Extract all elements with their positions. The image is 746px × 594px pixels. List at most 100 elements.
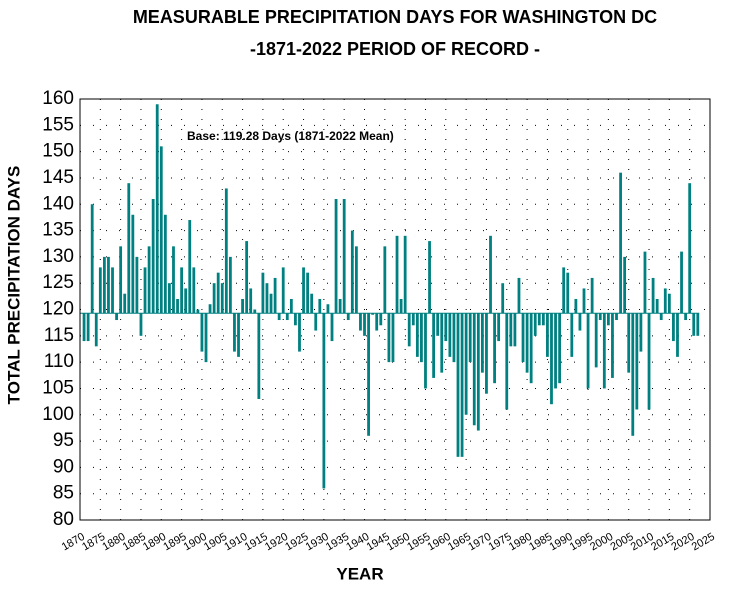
- y-tick-label: 115: [44, 325, 74, 346]
- bar: [216, 272, 220, 314]
- bar: [172, 246, 175, 314]
- bar: [273, 277, 277, 314]
- bar: [651, 277, 655, 314]
- bar: [399, 298, 403, 314]
- bar: [582, 288, 586, 314]
- x-axis-label: YEAR: [336, 564, 383, 583]
- bar: [94, 313, 98, 347]
- bar: [684, 313, 688, 321]
- y-axis-label: TOTAL PRECIPITATION DAYS: [4, 166, 23, 405]
- bar: [619, 172, 622, 314]
- y-tick-label: 100: [42, 404, 74, 425]
- bar: [505, 313, 509, 410]
- bar: [346, 313, 350, 321]
- bar: [98, 267, 102, 314]
- bar: [143, 267, 147, 314]
- bar: [602, 313, 606, 389]
- bar: [269, 293, 273, 314]
- bar: [265, 283, 269, 314]
- bar: [379, 313, 383, 326]
- bar: [298, 313, 301, 352]
- bar: [306, 272, 310, 314]
- y-tick-label: 80: [53, 509, 74, 530]
- bar: [497, 313, 501, 342]
- y-tick-label: 140: [42, 193, 74, 214]
- bar: [606, 313, 610, 326]
- bar: [188, 220, 192, 314]
- bar: [334, 198, 338, 314]
- bar: [428, 241, 431, 314]
- bar: [513, 313, 517, 347]
- bar: [489, 235, 492, 314]
- bar: [436, 313, 440, 336]
- bar: [529, 313, 533, 384]
- bar: [371, 313, 375, 315]
- bar: [314, 313, 318, 331]
- bar: [541, 313, 545, 326]
- bar: [383, 246, 387, 314]
- plot-frame: [79, 98, 711, 521]
- bar: [639, 313, 643, 352]
- bar: [672, 313, 675, 342]
- bar: [635, 313, 639, 410]
- y-tick-label: 120: [42, 299, 74, 320]
- bar: [420, 313, 423, 363]
- bar: [281, 267, 285, 314]
- bar: [294, 313, 297, 326]
- bar: [102, 256, 106, 314]
- bar: [692, 313, 696, 336]
- bar: [395, 235, 399, 314]
- bar: [350, 230, 354, 314]
- bar: [285, 313, 289, 321]
- bar: [192, 267, 196, 314]
- bar: [586, 313, 590, 389]
- annotation: Base: 119.28 Days (1871-2022 Mean): [187, 129, 394, 143]
- bar: [546, 313, 549, 357]
- bar: [667, 293, 671, 314]
- bar: [111, 267, 114, 314]
- bar: [594, 313, 598, 368]
- bar: [403, 235, 407, 314]
- bar: [688, 183, 692, 314]
- y-tick-label: 105: [42, 377, 74, 398]
- bar: [176, 298, 179, 314]
- bar: [387, 313, 391, 363]
- bar: [391, 313, 395, 363]
- bar: [302, 267, 305, 314]
- bar: [233, 313, 236, 352]
- bar: [456, 313, 460, 457]
- bar: [237, 313, 240, 357]
- chart-title: MEASURABLE PRECIPITATION DAYS FOR WASHIN…: [133, 7, 657, 27]
- bar: [127, 183, 131, 314]
- bar: [168, 283, 171, 314]
- bar: [501, 283, 505, 314]
- chart-subtitle: -1871-2022 PERIOD OF RECORD -: [250, 39, 540, 59]
- bar: [578, 313, 582, 331]
- bar: [342, 198, 346, 314]
- bar: [228, 256, 232, 314]
- bar: [163, 214, 167, 314]
- bar: [590, 277, 594, 314]
- bar: [82, 313, 86, 342]
- bar: [115, 313, 118, 321]
- bar: [119, 246, 123, 314]
- bar: [90, 204, 94, 314]
- bar: [676, 313, 679, 357]
- bar: [696, 313, 700, 336]
- bar: [411, 313, 415, 326]
- bar: [647, 313, 651, 410]
- y-tick-label: 160: [42, 88, 74, 109]
- bar: [444, 313, 448, 342]
- bar: [354, 246, 358, 314]
- y-tick-label: 110: [44, 351, 74, 372]
- bar: [525, 313, 529, 373]
- bar: [220, 283, 224, 314]
- bar: [480, 313, 484, 373]
- bar: [509, 313, 513, 347]
- bar: [261, 272, 265, 314]
- bar: [322, 313, 326, 489]
- bar: [359, 313, 362, 331]
- bar: [151, 198, 155, 314]
- bar: [558, 313, 562, 384]
